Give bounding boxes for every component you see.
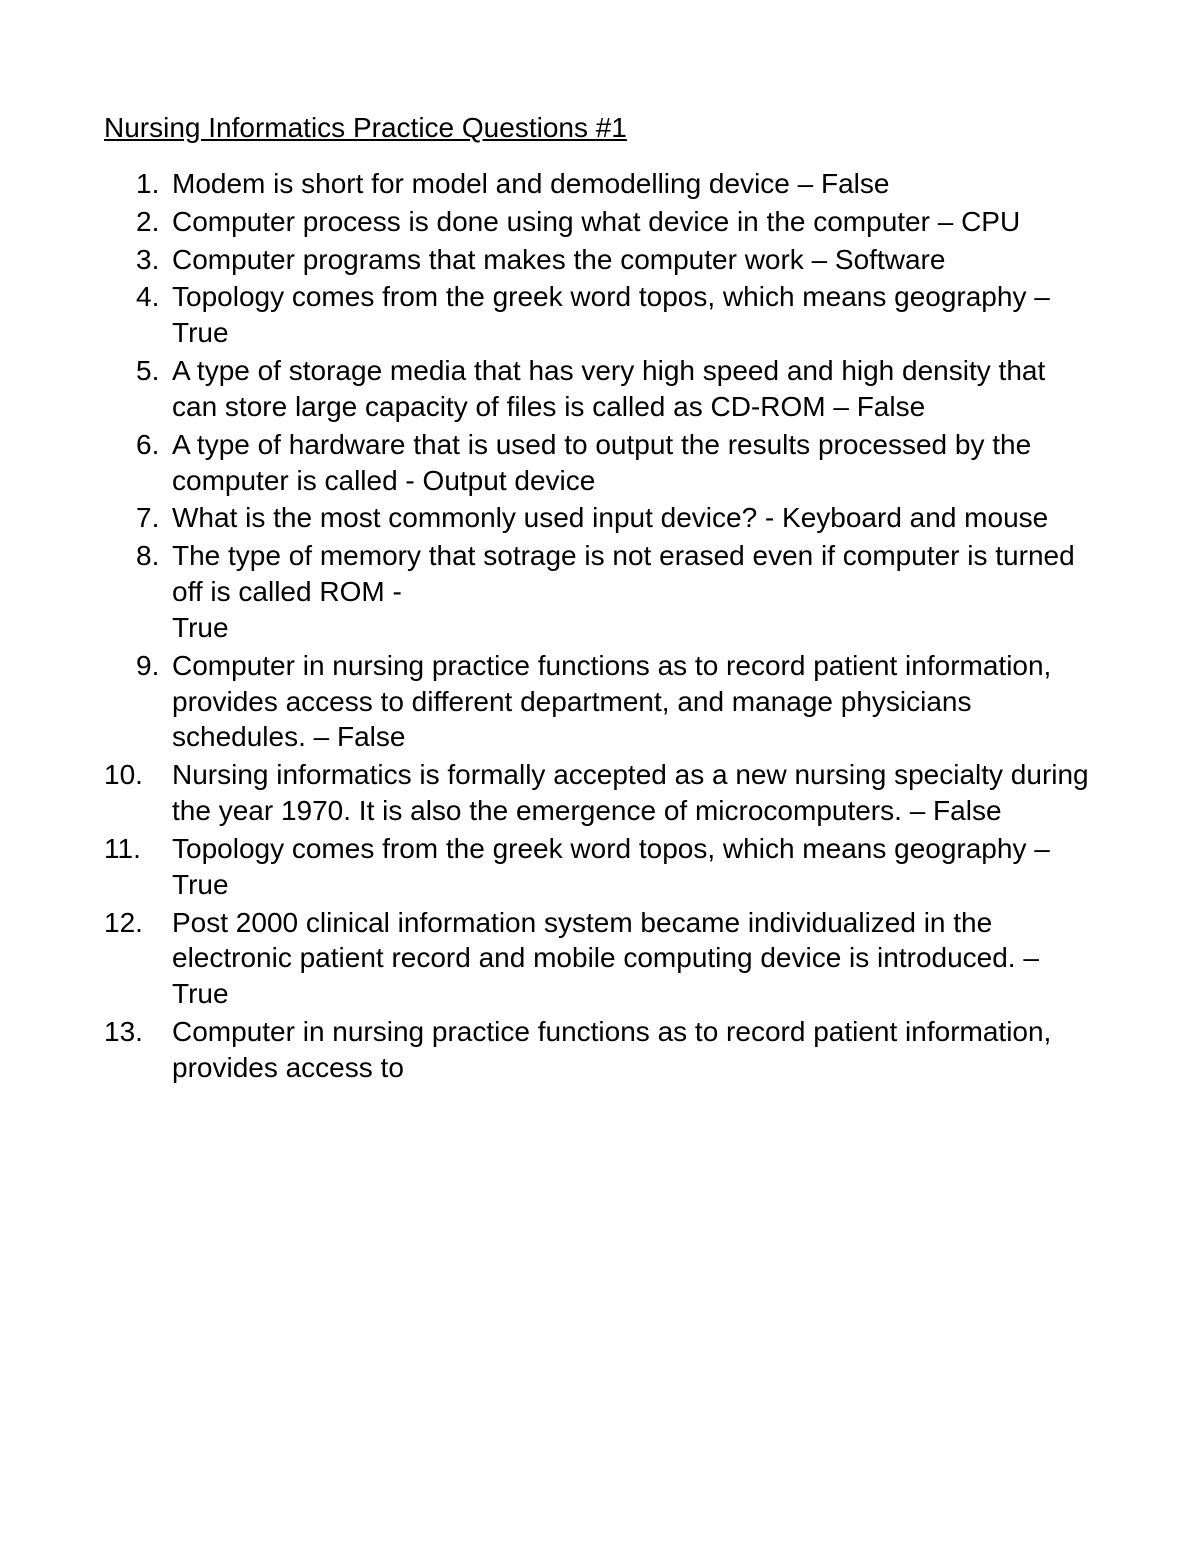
question-item: A type of hardware that is used to outpu… — [172, 427, 1096, 499]
question-item: Computer in nursing practice functions a… — [172, 1014, 1096, 1086]
question-item: A type of storage media that has very hi… — [172, 353, 1096, 425]
question-text: A type of storage media that has very hi… — [172, 355, 1045, 422]
question-item: The type of memory that sotrage is not e… — [172, 538, 1096, 645]
question-text: Computer programs that makes the compute… — [172, 244, 945, 275]
question-text: Computer in nursing practice functions a… — [172, 1016, 1051, 1083]
question-continued: True — [172, 610, 1096, 646]
question-item: Topology comes from the greek word topos… — [172, 831, 1096, 903]
question-text: Topology comes from the greek word topos… — [172, 833, 1050, 900]
questions-list: Modem is short for model and demodelling… — [172, 166, 1096, 1086]
question-item: Post 2000 clinical information system be… — [172, 905, 1096, 1012]
question-item: What is the most commonly used input dev… — [172, 500, 1096, 536]
question-text: Computer process is done using what devi… — [172, 206, 1020, 237]
question-text: Modem is short for model and demodelling… — [172, 168, 889, 199]
question-item: Modem is short for model and demodelling… — [172, 166, 1096, 202]
question-text: What is the most commonly used input dev… — [172, 502, 1048, 533]
question-text: Post 2000 clinical information system be… — [172, 907, 1039, 1010]
page-title: Nursing Informatics Practice Questions #… — [104, 112, 1096, 144]
question-text: Nursing informatics is formally accepted… — [172, 759, 1089, 826]
question-item: Computer programs that makes the compute… — [172, 242, 1096, 278]
question-item: Computer in nursing practice functions a… — [172, 648, 1096, 755]
question-text: The type of memory that sotrage is not e… — [172, 540, 1075, 607]
question-item: Nursing informatics is formally accepted… — [172, 757, 1096, 829]
question-text: Topology comes from the greek word topos… — [172, 281, 1050, 348]
question-text: A type of hardware that is used to outpu… — [172, 429, 1031, 496]
document-page: Nursing Informatics Practice Questions #… — [0, 0, 1200, 1168]
question-item: Topology comes from the greek word topos… — [172, 279, 1096, 351]
question-item: Computer process is done using what devi… — [172, 204, 1096, 240]
question-text: Computer in nursing practice functions a… — [172, 650, 1051, 753]
